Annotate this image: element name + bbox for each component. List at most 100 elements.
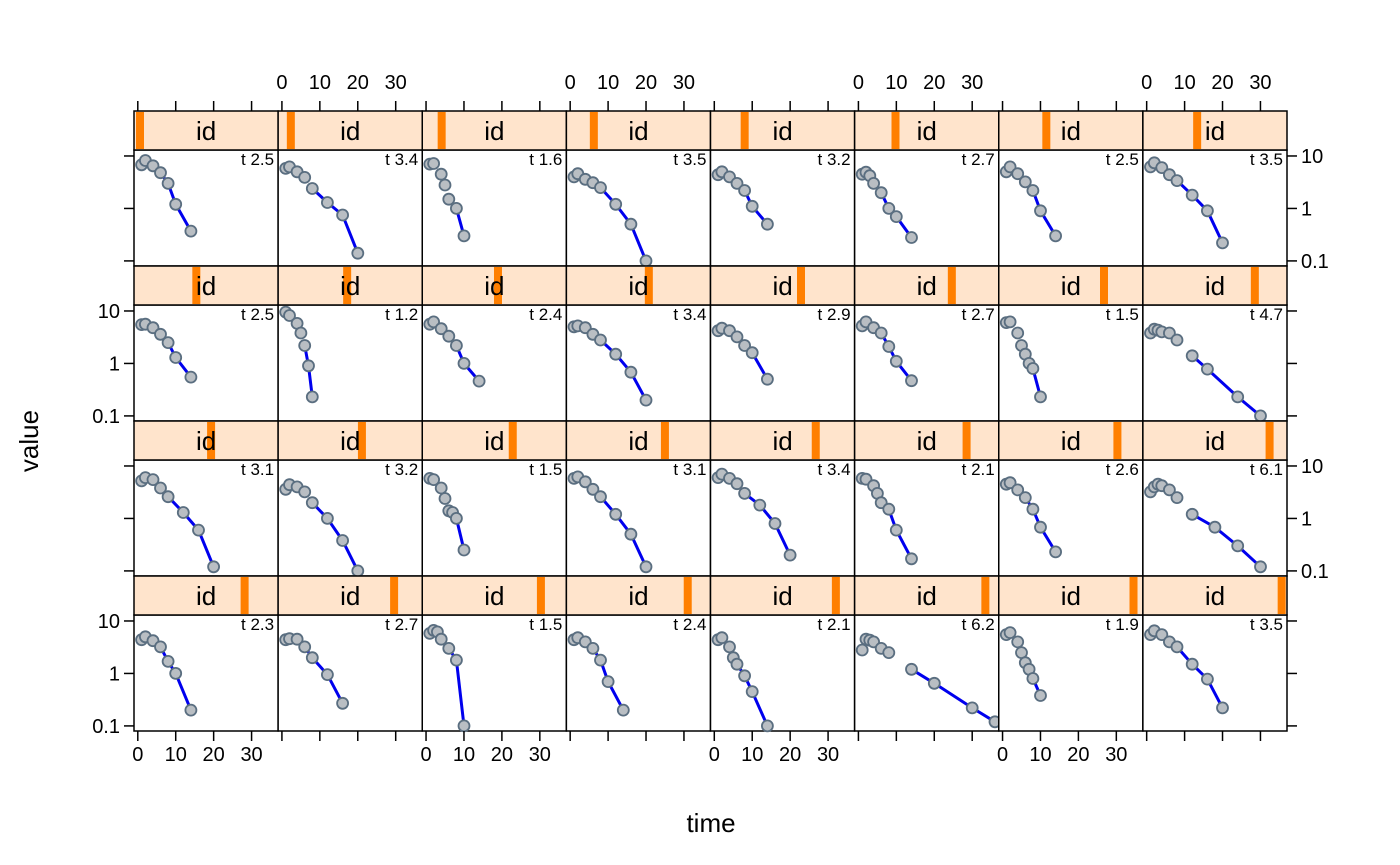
panel-r3-c6: t 2.1 id (853, 420, 1000, 577)
data-point (1011, 326, 1025, 340)
panel-r4-c3: t 1.5 id (421, 575, 568, 733)
strip-label: id (1205, 426, 1225, 456)
x-tick-label: 0 (1141, 72, 1152, 94)
data-point (169, 667, 183, 680)
x-tick-label: 10 (741, 744, 763, 766)
data-point (442, 329, 456, 343)
strip-level-marker (740, 112, 749, 149)
fit-line (1024, 496, 1057, 553)
x-tick-label: 30 (529, 744, 551, 766)
data-point (609, 197, 623, 211)
data-point (302, 359, 315, 373)
strip-background (277, 575, 423, 616)
strip-level-marker (192, 267, 201, 304)
data-point (1216, 236, 1229, 250)
data-point (449, 201, 463, 215)
data-point (1201, 362, 1214, 376)
panel-corner-label: t 1.5 (1106, 305, 1139, 324)
data-point (161, 336, 175, 350)
data-point (192, 523, 205, 537)
data-point (1011, 635, 1025, 649)
data-point (882, 201, 896, 215)
panel-corner-label: t 6.1 (1250, 460, 1283, 479)
panel-corner-label: t 2.7 (962, 305, 995, 324)
data-point (889, 354, 903, 368)
x-tick-label: 20 (1211, 72, 1233, 94)
data-point (1201, 672, 1214, 686)
data-point (427, 157, 441, 170)
strip-background (853, 420, 1000, 461)
strip-background (565, 420, 712, 461)
panel-corner-label: t 3.4 (673, 305, 706, 324)
fit-line (591, 647, 625, 711)
data-point (1026, 672, 1040, 685)
data-point (889, 210, 903, 224)
panel-corner-label: t 1.5 (529, 615, 562, 634)
panel-r4-c6: t 6.2 id (853, 575, 1002, 732)
data-point (624, 365, 638, 379)
data-point (745, 199, 759, 213)
data-point (336, 208, 350, 222)
data-point (298, 485, 312, 499)
data-point (1018, 491, 1032, 505)
y-tick-label: 0.1 (1301, 251, 1329, 273)
panel-r3-c7: t 2.6 id (998, 420, 1144, 577)
panel-r2-c5: t 2.9 id (709, 265, 856, 422)
panel-frame (998, 614, 1144, 732)
data-point (624, 527, 638, 541)
x-tick-label: 20 (1067, 744, 1089, 766)
panel-r4-c1: t 2.3 id (133, 575, 279, 732)
data-point (320, 196, 334, 209)
data-point (639, 560, 653, 574)
strip-label: id (340, 116, 360, 146)
data-point (761, 719, 774, 733)
panel-frame (565, 149, 712, 267)
strip-level-marker (357, 422, 366, 459)
x-tick-label: 20 (635, 72, 657, 94)
x-tick-label: 10 (597, 72, 619, 94)
y-tick-label: 10 (98, 611, 120, 633)
fit-line (311, 501, 360, 572)
panel-r3-c3: t 1.5 id (421, 420, 568, 577)
data-point (768, 517, 782, 530)
panel-r1-c3: t 1.6 id (421, 110, 568, 267)
panel-corner-label: t 2.5 (241, 150, 274, 169)
strip-label: id (917, 581, 937, 611)
data-point (594, 490, 607, 504)
data-point (434, 481, 448, 495)
panel-frame (421, 304, 568, 422)
data-point (1170, 333, 1184, 347)
strip-level-marker (240, 577, 249, 614)
fit-line (910, 668, 996, 724)
strip-label: id (196, 116, 216, 146)
data-point (889, 523, 903, 537)
data-point (1254, 560, 1267, 574)
data-point (874, 186, 888, 200)
strip-level-marker (207, 422, 216, 459)
data-point (578, 475, 592, 489)
data-point (639, 254, 653, 268)
data-point (169, 351, 183, 364)
fit-line (303, 646, 344, 705)
strip-label: id (196, 271, 216, 301)
data-point (1034, 390, 1047, 404)
panel-frame (421, 459, 568, 577)
panel-r2-c7: t 1.5 id (998, 265, 1144, 422)
data-point (1254, 409, 1267, 423)
data-point (184, 703, 198, 717)
data-point (305, 182, 319, 195)
strip-label: id (917, 116, 937, 146)
strip-background (133, 265, 279, 306)
x-tick-label: 0 (420, 744, 431, 766)
data-point (427, 473, 441, 487)
x-tick-label: 10 (1173, 72, 1195, 94)
x-tick-label: 0 (565, 72, 576, 94)
strip-level-marker (1277, 577, 1286, 614)
data-point (1155, 161, 1169, 175)
strip-level-marker (1193, 112, 1202, 149)
data-point (1026, 184, 1040, 197)
data-point (1185, 657, 1199, 671)
data-point (305, 651, 319, 665)
strip-label: id (628, 271, 648, 301)
